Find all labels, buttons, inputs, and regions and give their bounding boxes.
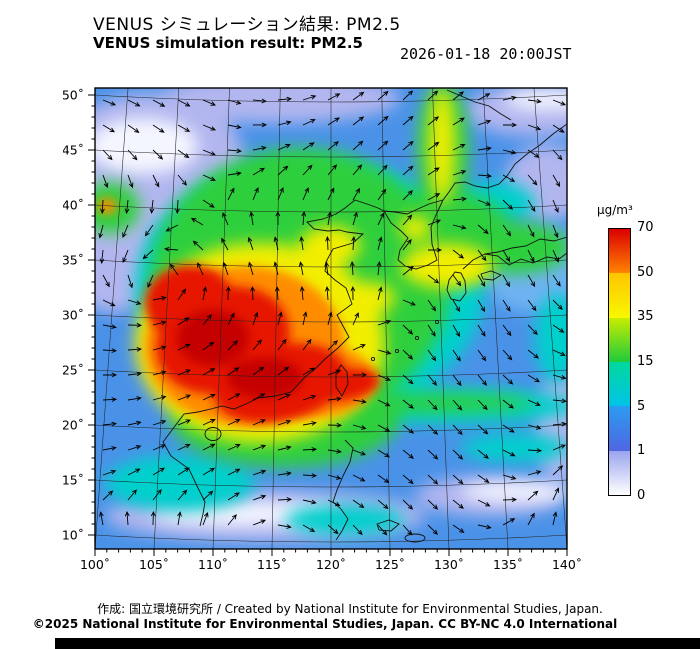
coastline-ryukyu-island [414, 335, 420, 341]
meridian-line [381, 87, 391, 550]
parallel-line [94, 534, 568, 543]
parallel-line [94, 314, 568, 323]
credit-line: 作成: 国立環境研究所 / Created by National Instit… [97, 602, 603, 616]
colorbar-tick-label: 50 [637, 264, 654, 280]
pm25-blob [339, 282, 395, 314]
coastline-kyushu [446, 271, 467, 302]
colorbar-segment [609, 273, 630, 318]
coastline-shikoku [480, 270, 502, 281]
lat-tick-label: 10˚ [63, 528, 84, 543]
pm25-blob [401, 244, 493, 288]
colorbar-unit-label: µg/m³ [597, 203, 633, 217]
coastline-hainan [204, 427, 222, 441]
coastline-island [376, 519, 400, 532]
coastline-luzon [332, 439, 354, 541]
pm25-blob [315, 393, 535, 413]
map-canvas: 100˚ 105˚ 110˚ 115˚ 120˚ 125˚ 130˚ 135˚ 140˚ 50˚ 4… [62, 87, 582, 573]
meridian-line [271, 87, 281, 550]
pm25-blob [105, 455, 255, 511]
meridian-line [94, 87, 129, 550]
page-title-japanese: VENUS シミュレーション結果: PM2.5 [93, 15, 401, 35]
lon-tick-label: 115˚ [257, 557, 287, 572]
colorbar-tick-labels: 70 50 35 15 5 1 0 [637, 220, 679, 503]
map-plot: 100˚ 105˚ 110˚ 115˚ 120˚ 125˚ 130˚ 135˚ 140˚ 50˚ 4… [62, 80, 583, 585]
pm25-blob [95, 182, 140, 234]
parallel-line [94, 204, 568, 213]
parallel-line [94, 259, 568, 268]
lon-tick-label: 110˚ [198, 557, 228, 572]
colorbar-tick-label: 0 [637, 488, 646, 503]
pm25-blob [504, 90, 567, 110]
parallel-line [94, 424, 568, 433]
timestamp: 2026-01-18 20:00JST [400, 45, 572, 63]
coastline-ryukyu-island [434, 319, 440, 325]
lat-tick-label: 50˚ [63, 88, 84, 103]
pm25-blob [285, 505, 405, 535]
colorbar-tick-label: 1 [637, 443, 646, 459]
lon-tick-label: 125˚ [375, 557, 405, 572]
coastline-korea [383, 199, 444, 270]
lat-tick-label: 25˚ [63, 363, 84, 378]
lon-tick-label: 135˚ [493, 557, 523, 572]
colorbar-segment [609, 317, 630, 362]
lat-tick-label: 40˚ [63, 198, 84, 213]
pm25-blob [177, 310, 249, 366]
lat-tick-label: 15˚ [63, 473, 84, 488]
colorbar [608, 228, 631, 496]
pm25-blob [399, 216, 431, 240]
lon-tick-label: 100˚ [80, 557, 110, 572]
coastline-ryukyu-island [370, 356, 376, 362]
meridian-line [533, 87, 568, 550]
copyright-line: ©2025 National Institute for Environment… [32, 617, 618, 631]
field-layer-white [95, 90, 567, 526]
meridian-line [212, 87, 230, 550]
lat-tick-label: 45˚ [63, 143, 84, 158]
axis-labels: 100˚ 105˚ 110˚ 115˚ 120˚ 125˚ 130˚ 135˚ 140˚ 50˚ 4… [62, 88, 582, 573]
lon-tick-label: 105˚ [139, 557, 169, 572]
pm25-blob [95, 118, 198, 174]
pm25-blob [300, 368, 380, 402]
coastline-island [404, 533, 426, 543]
pm25-blob [460, 434, 567, 462]
lon-tick-label: 140˚ [552, 557, 582, 572]
coastline-ryukyu-island [394, 348, 400, 354]
lon-tick-label: 120˚ [316, 557, 346, 572]
coastline-honshu-north [484, 236, 567, 255]
lat-tick-label: 20˚ [63, 418, 84, 433]
colorbar-tick-label: 5 [637, 398, 646, 414]
parallel-line [94, 149, 568, 158]
colorbar-segment [609, 229, 630, 274]
colorbar-tick-label: 35 [637, 309, 654, 325]
axis-ticks [88, 94, 568, 556]
colorbar-tick-label: 15 [637, 354, 654, 369]
coastline-primorye [442, 123, 567, 201]
bottom-bar [55, 638, 700, 649]
coastline-honshu-south [462, 252, 567, 270]
colorbar-tick-label: 70 [637, 220, 654, 235]
wind-arrows [98, 90, 567, 536]
colorbar-segment [609, 450, 630, 495]
lat-tick-label: 35˚ [63, 253, 84, 268]
coastline-china [162, 199, 365, 527]
pm25-blob [460, 482, 567, 502]
lon-tick-label: 130˚ [434, 557, 464, 572]
lat-tick-label: 30˚ [63, 308, 84, 323]
colorbar-segment [609, 361, 630, 407]
coastlines [162, 89, 567, 543]
pm25-blob [300, 226, 360, 266]
pm25-blob [535, 293, 567, 383]
parallel-line [94, 479, 568, 488]
page-title-english: VENUS simulation result: PM2.5 [93, 34, 363, 52]
colorbar-segment [609, 406, 630, 451]
wind-arrow-field [98, 90, 567, 536]
coastline-taiwan [335, 364, 349, 397]
graticule [94, 87, 568, 550]
meridian-line [432, 87, 450, 550]
parallel-line [94, 94, 568, 103]
coastline-liaoning [354, 199, 385, 212]
